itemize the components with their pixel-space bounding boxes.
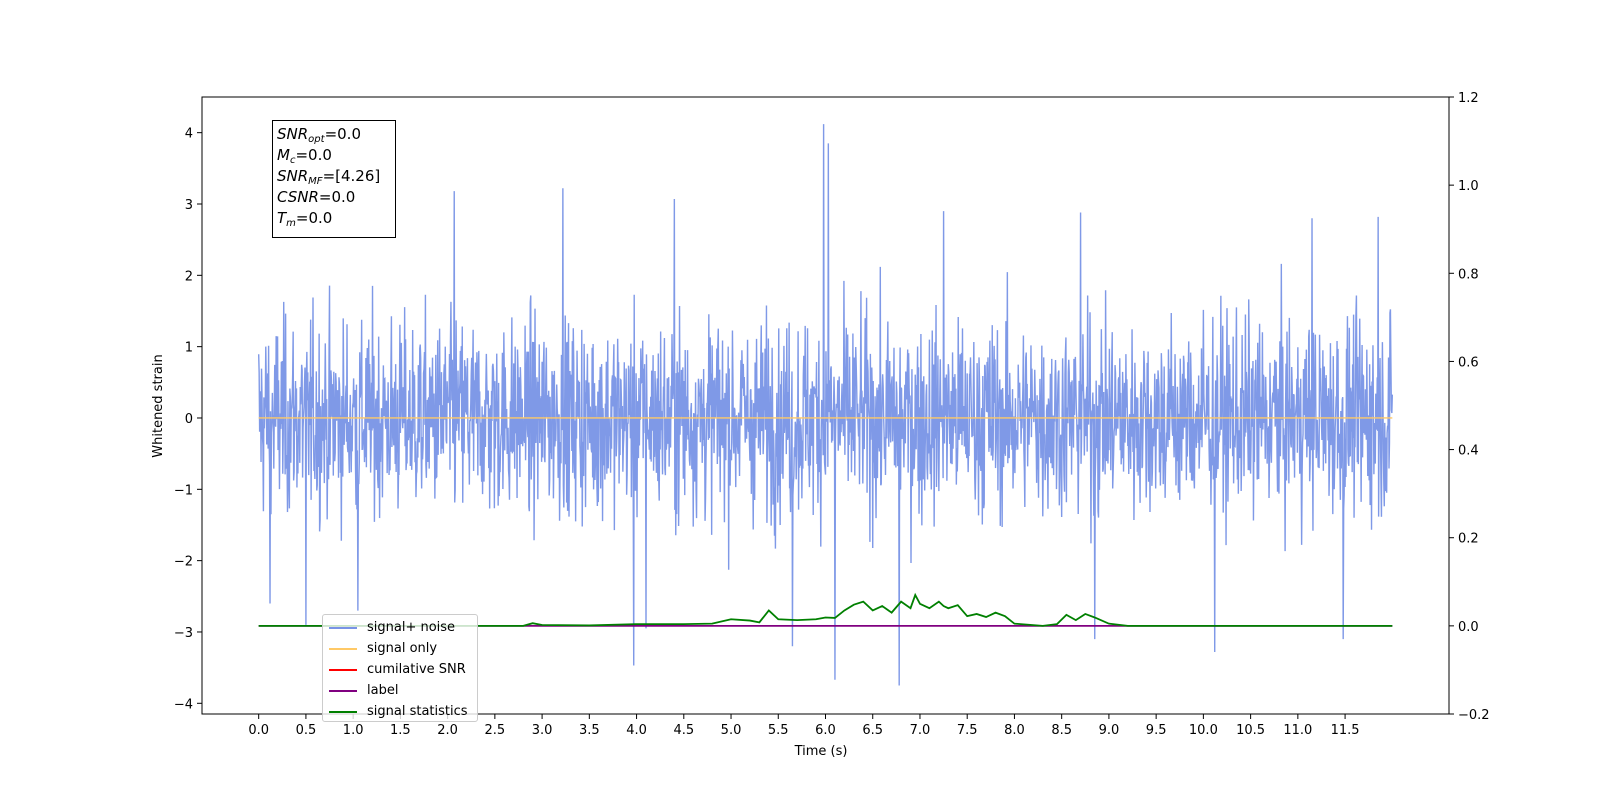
legend-item-signal-statistics: signal statistics — [329, 701, 477, 722]
legend-swatch — [329, 668, 357, 671]
x-tick-label: 0.0 — [248, 723, 269, 738]
y-axis-right: 1.2 1.0 0.8 0.6 0.4 0.2 0.0 −0.2 — [1449, 91, 1490, 723]
x-tick-label: 10.0 — [1189, 723, 1218, 738]
legend-label: signal statistics — [367, 704, 468, 719]
legend-item-label: label — [329, 680, 477, 701]
x-tick-label: 7.0 — [910, 723, 931, 738]
x-tick-label: 3.5 — [579, 723, 600, 738]
y2-tick-label: 0.0 — [1458, 620, 1479, 635]
x-tick-label: 4.0 — [626, 723, 647, 738]
legend-label: signal+ noise — [367, 620, 456, 635]
legend-swatch — [329, 647, 357, 650]
y2-tick-label: 1.0 — [1458, 179, 1479, 194]
stat-mc: Mc=0.0 — [277, 146, 332, 166]
y-axis-label: Whitened strain — [151, 354, 166, 457]
y2-tick-label: 0.8 — [1458, 267, 1479, 282]
x-tick-label: 5.5 — [768, 723, 789, 738]
x-tick-label: 2.0 — [437, 723, 458, 738]
stat-csnr-value: =0.0 — [318, 188, 356, 206]
stat-snr-mf-value: =[4.26] — [322, 167, 381, 185]
x-tick-label: 11.5 — [1331, 723, 1360, 738]
x-tick-label: 9.5 — [1146, 723, 1167, 738]
legend-label: label — [367, 683, 399, 698]
legend-swatch — [329, 689, 357, 692]
x-tick-label: 4.5 — [673, 723, 694, 738]
x-axis-label: Time (s) — [794, 744, 848, 759]
y2-tick-label: 1.2 — [1458, 91, 1479, 106]
stat-snr-opt: SNRopt=0.0 — [277, 125, 361, 145]
x-tick-label: 6.5 — [862, 723, 883, 738]
x-tick-label: 6.0 — [815, 723, 836, 738]
x-axis: 0.0 0.5 1.0 1.5 2.0 2.5 3.0 3.5 4.0 4.5 5.0 5.5 6.0 6… — [248, 714, 1360, 738]
legend: signal+ noise signal only cumilative SNR… — [322, 614, 478, 722]
legend-item-signal-only: signal only — [329, 638, 477, 659]
x-tick-label: 11.0 — [1283, 723, 1312, 738]
x-tick-label: 3.0 — [532, 723, 553, 738]
legend-item-cumulative-snr: cumilative SNR — [329, 659, 477, 680]
stats-annotation-box: SNRopt=0.0 Mc=0.0 SNRMF=[4.26] CSNR=0.0 … — [272, 120, 396, 238]
x-tick-label: 0.5 — [296, 723, 317, 738]
x-tick-label: 10.5 — [1236, 723, 1265, 738]
legend-item-signal-noise: signal+ noise — [329, 617, 477, 638]
y-tick-label: 3 — [185, 198, 193, 213]
stat-csnr: CSNR=0.0 — [277, 188, 356, 206]
legend-label: signal only — [367, 641, 438, 656]
x-tick-label: 1.0 — [343, 723, 364, 738]
y-tick-label: 1 — [185, 341, 193, 356]
y2-tick-label: 0.6 — [1458, 355, 1479, 370]
x-tick-label: 7.5 — [957, 723, 978, 738]
x-tick-label: 9.0 — [1099, 723, 1120, 738]
stat-tm: Tm=0.0 — [277, 209, 333, 229]
signal-noise-series — [257, 124, 1394, 686]
x-tick-label: 8.5 — [1051, 723, 1072, 738]
y2-tick-label: 0.2 — [1458, 532, 1479, 547]
signal-noise-line — [257, 124, 1394, 686]
stat-tm-value: =0.0 — [295, 209, 333, 227]
x-tick-label: 8.0 — [1004, 723, 1025, 738]
stat-snr-mf: SNRMF=[4.26] — [277, 167, 381, 187]
signal-statistics-line — [258, 592, 1393, 627]
stat-snr-opt-value: =0.0 — [324, 125, 361, 143]
y-tick-label: −1 — [174, 483, 193, 498]
y-tick-label: 4 — [185, 127, 193, 142]
x-tick-label: 2.5 — [485, 723, 506, 738]
stat-mc-value: =0.0 — [295, 146, 332, 164]
y-axis-left: 4 3 2 1 0 −1 −2 −3 −4 — [174, 127, 202, 712]
y-tick-label: −3 — [174, 626, 193, 641]
legend-label: cumilative SNR — [367, 662, 466, 677]
legend-swatch — [329, 626, 357, 629]
y-tick-label: −2 — [174, 555, 193, 570]
x-tick-label: 5.0 — [721, 723, 742, 738]
y2-tick-label: −0.2 — [1458, 708, 1490, 723]
y-tick-label: 2 — [185, 269, 193, 284]
y-tick-label: −4 — [174, 697, 193, 712]
x-tick-label: 1.5 — [390, 723, 411, 738]
y-tick-label: 0 — [185, 412, 193, 427]
y2-tick-label: 0.4 — [1458, 444, 1479, 459]
legend-swatch — [329, 710, 357, 713]
